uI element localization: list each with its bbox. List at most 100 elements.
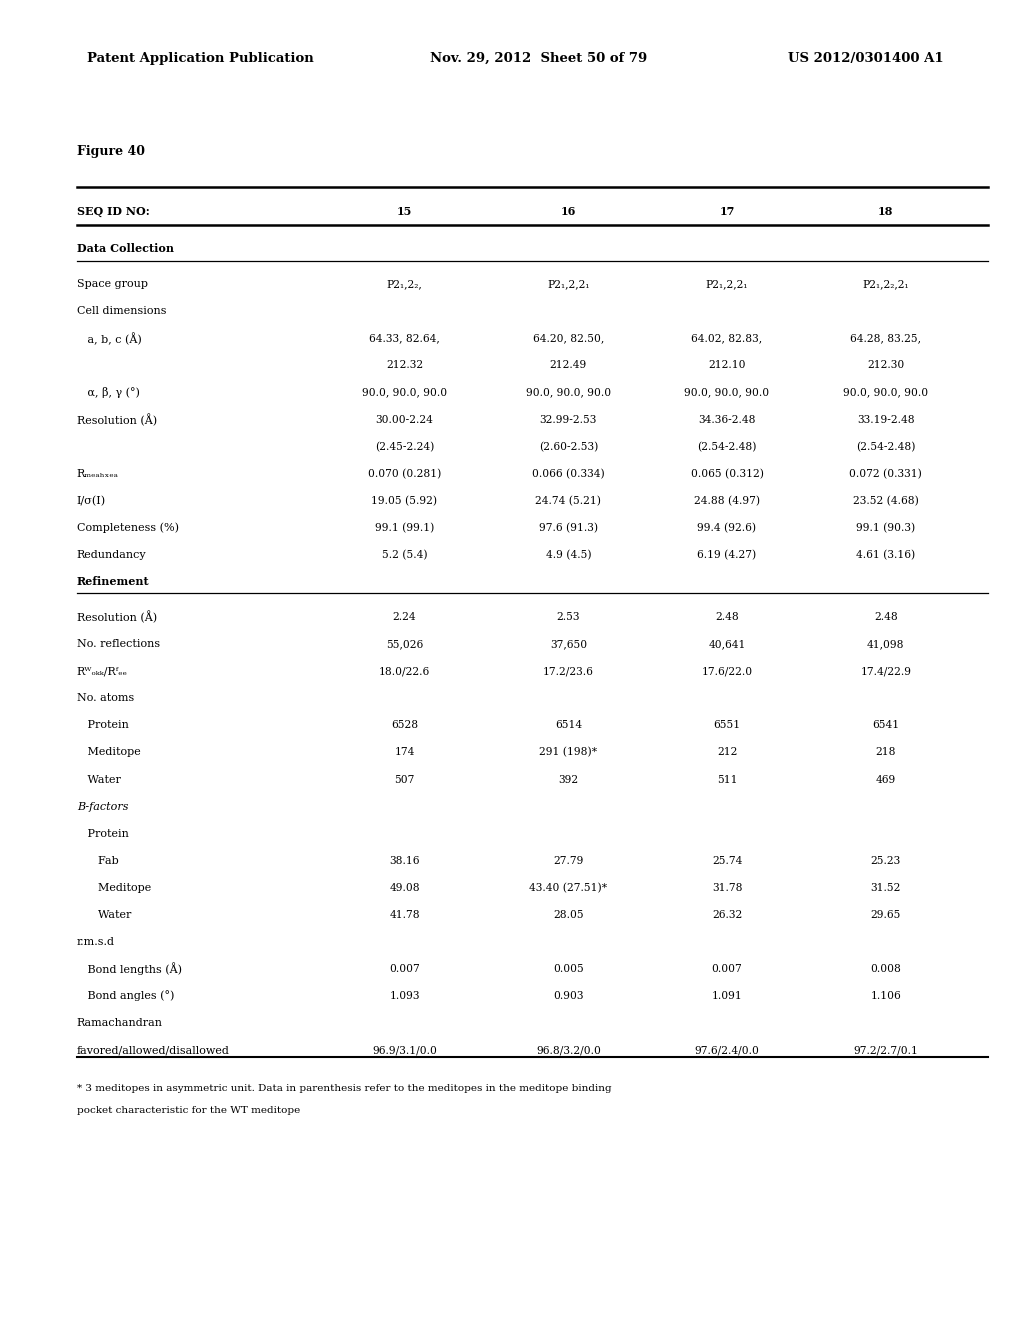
Text: 97.2/2.7/0.1: 97.2/2.7/0.1 xyxy=(853,1045,919,1055)
Text: 5.2 (5.4): 5.2 (5.4) xyxy=(382,549,427,560)
Text: No. reflections: No. reflections xyxy=(77,639,160,649)
Text: 0.005: 0.005 xyxy=(553,964,584,974)
Text: 15: 15 xyxy=(396,206,413,218)
Text: 16: 16 xyxy=(560,206,577,218)
Text: * 3 meditopes in asymmetric unit. Data in parenthesis refer to the meditopes in : * 3 meditopes in asymmetric unit. Data i… xyxy=(77,1085,611,1093)
Text: 0.065 (0.312): 0.065 (0.312) xyxy=(690,469,764,479)
Text: 25.74: 25.74 xyxy=(712,855,742,866)
Text: 99.4 (92.6): 99.4 (92.6) xyxy=(697,523,757,533)
Text: Figure 40: Figure 40 xyxy=(77,145,144,158)
Text: Redundancy: Redundancy xyxy=(77,550,146,560)
Text: No. atoms: No. atoms xyxy=(77,693,134,704)
Text: 392: 392 xyxy=(558,775,579,784)
Text: α, β, γ (°): α, β, γ (°) xyxy=(77,387,139,399)
Text: 90.0, 90.0, 90.0: 90.0, 90.0, 90.0 xyxy=(361,388,447,397)
Text: 90.0, 90.0, 90.0: 90.0, 90.0, 90.0 xyxy=(525,388,611,397)
Text: 17.2/23.6: 17.2/23.6 xyxy=(543,667,594,676)
Text: 26.32: 26.32 xyxy=(712,909,742,920)
Text: 4.61 (3.16): 4.61 (3.16) xyxy=(856,549,915,560)
Text: 32.99-2.53: 32.99-2.53 xyxy=(540,414,597,425)
Text: 90.0, 90.0, 90.0: 90.0, 90.0, 90.0 xyxy=(684,388,770,397)
Text: 33.19-2.48: 33.19-2.48 xyxy=(857,414,914,425)
Text: 6514: 6514 xyxy=(555,721,582,730)
Text: US 2012/0301400 A1: US 2012/0301400 A1 xyxy=(788,51,944,65)
Text: B-factors: B-factors xyxy=(77,801,128,812)
Text: 30.00-2.24: 30.00-2.24 xyxy=(376,414,433,425)
Text: 64.28, 83.25,: 64.28, 83.25, xyxy=(850,334,922,343)
Text: 0.070 (0.281): 0.070 (0.281) xyxy=(368,469,441,479)
Text: Rᵂₒₖₖ/Rᶠₑₑ: Rᵂₒₖₖ/Rᶠₑₑ xyxy=(77,667,128,676)
Text: Resolution (Å): Resolution (Å) xyxy=(77,611,157,623)
Text: 218: 218 xyxy=(876,747,896,758)
Text: 24.74 (5.21): 24.74 (5.21) xyxy=(536,495,601,506)
Text: 2.24: 2.24 xyxy=(392,612,417,622)
Text: 64.20, 82.50,: 64.20, 82.50, xyxy=(532,334,604,343)
Text: Meditope: Meditope xyxy=(77,883,152,892)
Text: 507: 507 xyxy=(394,775,415,784)
Text: SEQ ID NO:: SEQ ID NO: xyxy=(77,206,150,218)
Text: 64.33, 82.64,: 64.33, 82.64, xyxy=(369,334,440,343)
Text: 174: 174 xyxy=(394,747,415,758)
Text: (2.45-2.24): (2.45-2.24) xyxy=(375,441,434,451)
Text: I/σ(I): I/σ(I) xyxy=(77,495,105,506)
Text: 6528: 6528 xyxy=(391,721,418,730)
Text: 0.007: 0.007 xyxy=(712,964,742,974)
Text: 96.9/3.1/0.0: 96.9/3.1/0.0 xyxy=(372,1045,437,1055)
Text: 0.072 (0.331): 0.072 (0.331) xyxy=(849,469,923,479)
Text: 511: 511 xyxy=(717,775,737,784)
Text: (2.54-2.48): (2.54-2.48) xyxy=(697,441,757,451)
Text: 0.066 (0.334): 0.066 (0.334) xyxy=(531,469,605,479)
Text: Resolution (Å): Resolution (Å) xyxy=(77,413,157,426)
Text: 17: 17 xyxy=(719,206,735,218)
Text: 41.78: 41.78 xyxy=(389,909,420,920)
Text: P2₁,2,2₁: P2₁,2,2₁ xyxy=(706,280,749,289)
Text: 96.8/3.2/0.0: 96.8/3.2/0.0 xyxy=(536,1045,601,1055)
Text: 90.0, 90.0, 90.0: 90.0, 90.0, 90.0 xyxy=(843,388,929,397)
Text: 97.6 (91.3): 97.6 (91.3) xyxy=(539,523,598,533)
Text: 31.78: 31.78 xyxy=(712,883,742,892)
Text: 212.30: 212.30 xyxy=(867,360,904,371)
Text: 97.6/2.4/0.0: 97.6/2.4/0.0 xyxy=(694,1045,760,1055)
Text: 4.9 (4.5): 4.9 (4.5) xyxy=(546,549,591,560)
Text: 212.10: 212.10 xyxy=(709,360,745,371)
Text: Nov. 29, 2012  Sheet 50 of 79: Nov. 29, 2012 Sheet 50 of 79 xyxy=(430,51,647,65)
Text: Fab: Fab xyxy=(77,855,119,866)
Text: 18: 18 xyxy=(878,206,894,218)
Text: 0.903: 0.903 xyxy=(553,991,584,1001)
Text: 43.40 (27.51)*: 43.40 (27.51)* xyxy=(529,883,607,892)
Text: 18.0/22.6: 18.0/22.6 xyxy=(379,667,430,676)
Text: P2₁,2₂,2₁: P2₁,2₂,2₁ xyxy=(862,280,909,289)
Text: 291 (198)*: 291 (198)* xyxy=(540,747,597,758)
Text: 2.48: 2.48 xyxy=(873,612,898,622)
Text: 55,026: 55,026 xyxy=(386,639,423,649)
Text: 40,641: 40,641 xyxy=(709,639,745,649)
Text: 23.52 (4.68): 23.52 (4.68) xyxy=(853,495,919,506)
Text: Meditope: Meditope xyxy=(77,747,140,758)
Text: Protein: Protein xyxy=(77,829,129,838)
Text: P2₁,2,2₁: P2₁,2,2₁ xyxy=(547,280,590,289)
Text: 99.1 (99.1): 99.1 (99.1) xyxy=(375,523,434,533)
Text: pocket characteristic for the WT meditope: pocket characteristic for the WT meditop… xyxy=(77,1106,300,1115)
Text: 29.65: 29.65 xyxy=(870,909,901,920)
Text: Protein: Protein xyxy=(77,721,129,730)
Text: Refinement: Refinement xyxy=(77,576,150,586)
Text: 31.52: 31.52 xyxy=(870,883,901,892)
Text: 0.007: 0.007 xyxy=(389,964,420,974)
Text: P2₁,2₂,: P2₁,2₂, xyxy=(387,280,422,289)
Text: 17.6/22.0: 17.6/22.0 xyxy=(701,667,753,676)
Text: 212.32: 212.32 xyxy=(386,360,423,371)
Text: 41,098: 41,098 xyxy=(867,639,904,649)
Text: 1.106: 1.106 xyxy=(870,991,901,1001)
Text: Rₘₑₐₕₓₑₐ: Rₘₑₐₕₓₑₐ xyxy=(77,469,119,479)
Text: (2.54-2.48): (2.54-2.48) xyxy=(856,441,915,451)
Text: Bond angles (°): Bond angles (°) xyxy=(77,990,174,1002)
Text: 6541: 6541 xyxy=(872,721,899,730)
Text: 6.19 (4.27): 6.19 (4.27) xyxy=(697,549,757,560)
Text: 64.02, 82.83,: 64.02, 82.83, xyxy=(691,334,763,343)
Text: 37,650: 37,650 xyxy=(550,639,587,649)
Text: Bond lengths (Å): Bond lengths (Å) xyxy=(77,962,182,975)
Text: 27.79: 27.79 xyxy=(553,855,584,866)
Text: 2.48: 2.48 xyxy=(715,612,739,622)
Text: Water: Water xyxy=(77,775,121,784)
Text: 19.05 (5.92): 19.05 (5.92) xyxy=(372,495,437,506)
